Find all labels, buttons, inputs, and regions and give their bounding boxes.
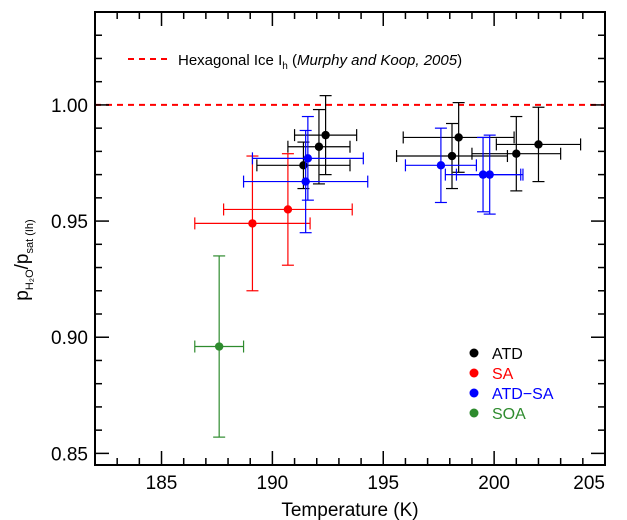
data-marker	[485, 170, 494, 179]
y-axis-title: pH₂O/psat (Ih)	[12, 219, 36, 300]
data-point	[495, 106, 582, 183]
legend-marker	[469, 388, 479, 398]
y-tick-label: 0.95	[51, 212, 88, 233]
legend-label: SA	[492, 366, 514, 383]
data-marker	[301, 177, 310, 186]
y-axis-title-sub1: H₂O	[24, 269, 36, 290]
data-marker	[299, 161, 308, 170]
data-point	[293, 95, 358, 176]
x-tick-label: 200	[478, 473, 510, 494]
reference-label: Hexagonal Ice Ih (Murphy and Koop, 2005)	[178, 52, 462, 72]
y-axis-title-mid: /p	[12, 254, 33, 270]
data-marker	[314, 142, 324, 151]
x-axis-title: Temperature (K)	[281, 500, 418, 520]
legend-label: ATD−SA	[492, 386, 554, 403]
reference-label-subscript: h	[282, 61, 288, 72]
reference-label-citation: Murphy and Koop, 2005	[297, 52, 458, 69]
data-point	[395, 122, 509, 190]
data-point	[194, 155, 311, 292]
y-tick-label: 0.85	[51, 444, 88, 465]
data-points-layer	[194, 95, 582, 438]
legend-label: ATD	[492, 346, 523, 363]
data-marker	[454, 133, 463, 142]
data-marker	[436, 161, 446, 170]
legend-marker	[469, 348, 479, 358]
data-marker	[303, 154, 313, 163]
x-tick-label: 185	[146, 473, 178, 494]
y-tick-label: 1.00	[51, 96, 88, 117]
data-marker	[283, 205, 293, 214]
data-marker	[248, 219, 257, 228]
x-tick-label: 205	[573, 473, 605, 494]
data-point	[194, 255, 245, 438]
y-axis-title-sub2: sat (Ih)	[24, 219, 36, 253]
legend-label: SOA	[492, 406, 526, 423]
legend-marker	[469, 408, 479, 418]
data-marker	[447, 151, 457, 161]
x-tick-label: 195	[367, 473, 399, 494]
data-marker	[321, 130, 330, 140]
y-tick-label: 0.90	[51, 328, 88, 349]
data-point	[287, 108, 351, 185]
data-marker	[512, 149, 521, 158]
data-marker	[534, 140, 543, 149]
plot-frame	[94, 11, 606, 466]
data-marker	[214, 342, 224, 351]
y-axis-title-base: p	[12, 290, 33, 301]
data-point	[404, 127, 477, 204]
series-atd-sa	[242, 115, 524, 234]
data-point	[402, 101, 515, 173]
data-point	[223, 153, 353, 266]
ticks-layer: 185 190 195 200 205 0.85 0.90 0.95 1.00	[51, 11, 606, 494]
data-point	[242, 129, 369, 234]
x-tick-label: 190	[257, 473, 289, 494]
reference-label-prefix: Hexagonal Ice I	[178, 52, 282, 69]
data-point	[455, 134, 524, 215]
reference-label-open: (	[288, 52, 297, 69]
series-soa	[194, 255, 245, 438]
legend-marker	[469, 368, 479, 378]
series-atd	[256, 95, 582, 192]
data-point	[471, 115, 562, 192]
reference-label-close: )	[457, 52, 462, 69]
legend: ATD SA ATD−SA SOA	[469, 346, 554, 423]
data-point	[251, 115, 364, 201]
